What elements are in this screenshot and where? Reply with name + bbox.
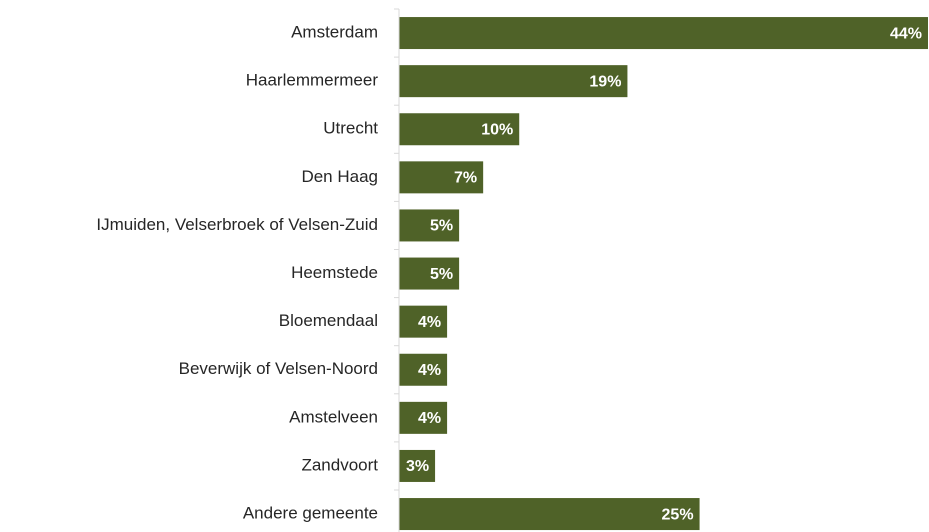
bar [399, 161, 484, 194]
value-label: 4% [418, 362, 441, 379]
category-label: Zandvoort [301, 455, 378, 474]
category-label: Amstelveen [289, 407, 378, 426]
category-label: Utrecht [323, 119, 378, 138]
bar [399, 305, 448, 338]
bar [399, 353, 448, 386]
value-label: 3% [406, 458, 429, 475]
value-label: 19% [589, 73, 621, 90]
category-label: Andere gemeente [243, 504, 378, 523]
category-label: Bloemendaal [279, 311, 378, 330]
value-label: 25% [662, 506, 694, 523]
category-label: Beverwijk of Velsen-Noord [179, 359, 378, 378]
bar [399, 257, 460, 290]
category-label: Haarlemmermeer [246, 71, 379, 90]
bar [399, 113, 520, 146]
bar [399, 65, 628, 98]
bar [399, 498, 700, 531]
value-label: 44% [890, 25, 922, 42]
value-label: 5% [430, 266, 453, 283]
category-label: IJmuiden, Velserbroek of Velsen-Zuid [96, 215, 378, 234]
value-label: 10% [481, 121, 513, 138]
bar [399, 401, 448, 434]
category-label: Heemstede [291, 263, 378, 282]
bar [399, 209, 460, 242]
category-label: Den Haag [301, 167, 378, 186]
category-label: Amsterdam [291, 23, 378, 42]
bar [399, 449, 436, 482]
value-label: 4% [418, 314, 441, 331]
value-label: 4% [418, 410, 441, 427]
value-label: 5% [430, 218, 453, 235]
bar [399, 17, 928, 50]
value-label: 7% [454, 170, 477, 187]
